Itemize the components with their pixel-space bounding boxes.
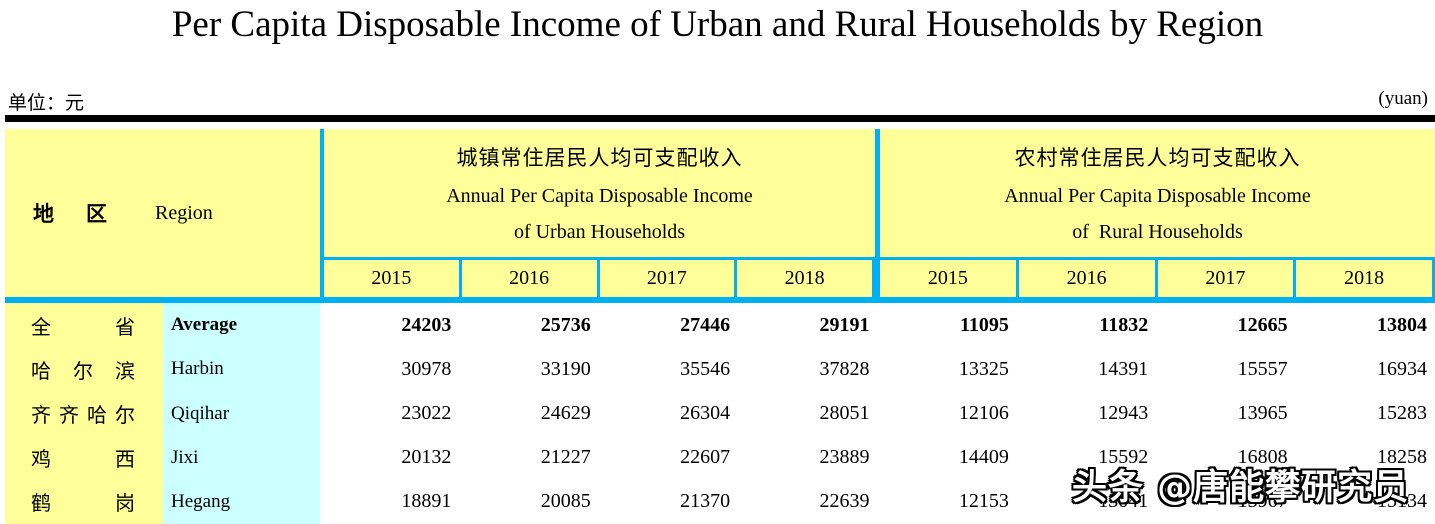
value-cell: 18258	[1377, 446, 1427, 469]
value-cell: 21227	[540, 446, 591, 469]
region-name-en: Harbin	[163, 347, 320, 392]
value-cell: 14391	[1098, 357, 1149, 380]
value-cell: 13804	[1377, 313, 1427, 336]
value-cell: 12106	[958, 402, 1009, 424]
year-cell-rural-2016: 2016	[1015, 260, 1155, 297]
year-cell-urban-2015: 2015	[371, 267, 412, 289]
region-name-en: Qiqihar	[163, 391, 320, 436]
value-cell: 11095	[959, 313, 1009, 336]
value-cell: 12665	[1237, 313, 1288, 336]
value-cell: 13041	[1098, 490, 1149, 513]
value-cell: 22639	[819, 490, 870, 513]
value-cell: 16934	[1377, 357, 1427, 380]
toutiao-watermark: 头条 @唐能攀研究员	[1072, 468, 1410, 508]
urban-section-titles: 城镇常住居民人均可支配收入 Annual Per Capita Disposab…	[324, 129, 875, 257]
region-header-en: Region	[155, 201, 213, 224]
value-cell: 11832	[1099, 313, 1149, 336]
region-header-cell: 地 区 Region	[5, 129, 320, 297]
value-cell: 28051	[819, 402, 870, 424]
region-name-en: Hegang	[163, 479, 320, 524]
value-cell: 30978	[401, 357, 452, 380]
income-table: 地 区 Region 城镇常住居民人均可支配收入 Annual Per Capi…	[5, 115, 1435, 524]
region-header-cn-1: 地	[33, 202, 54, 226]
region-name-en: Average	[163, 303, 320, 348]
region-name-cn: 齐齐哈尔	[5, 391, 163, 436]
rural-title-cn: 农村常住居民人均可支配收入	[1014, 145, 1301, 170]
value-cell: 14409	[958, 446, 1009, 469]
page-title: Per Capita Disposable Income of Urban an…	[171, 4, 1264, 45]
year-cell-rural-2015: 2015	[927, 267, 968, 289]
value-cell: 18891	[401, 490, 452, 513]
value-cell: 16808	[1237, 446, 1288, 469]
unit-label-en: (yuan)	[1378, 88, 1428, 109]
unit-label-cn: 单位：元	[8, 93, 85, 114]
region-name-cn: 鸡 西	[5, 435, 163, 480]
urban-year-row: 2015 2016 2017 2018	[324, 257, 875, 297]
year-cell-rural-2018: 2018	[1293, 260, 1435, 297]
value-cell: 37828	[819, 357, 870, 380]
urban-title-cn: 城镇常住居民人均可支配收入	[456, 145, 743, 170]
urban-section-header: 城镇常住居民人均可支配收入 Annual Per Capita Disposab…	[320, 129, 875, 297]
urban-title-en-2: of Urban Households	[513, 221, 686, 244]
region-name-en: Jixi	[163, 435, 320, 480]
region-name-cn: 鹤 岗	[5, 479, 163, 524]
year-cell-rural-2017: 2017	[1154, 260, 1294, 297]
rural-year-row: 2015 2016 2017 2018	[880, 257, 1435, 297]
year-cell-urban-2016: 2016	[458, 260, 597, 297]
value-cell: 13967	[1237, 490, 1288, 513]
value-cell: 13325	[958, 357, 1009, 380]
value-cell: 15592	[1098, 446, 1149, 469]
region-name-cn: 全 省	[5, 303, 163, 348]
rural-title-en-1: Annual Per Capita Disposable Income	[1004, 184, 1311, 207]
rural-title-en-2: of Rural Households	[1072, 221, 1243, 244]
header-body-separator	[5, 297, 1435, 303]
value-cell: 15283	[1377, 402, 1427, 424]
value-cell: 15557	[1237, 357, 1288, 380]
value-cell: 29191	[819, 313, 870, 336]
value-cell: 35546	[680, 357, 731, 380]
value-cell: 23022	[401, 402, 452, 424]
year-cell-urban-2018: 2018	[734, 260, 875, 297]
value-cell: 12943	[1098, 402, 1149, 424]
urban-title-en-1: Annual Per Capita Disposable Income	[446, 184, 753, 207]
value-cell: 27446	[680, 313, 731, 336]
value-cell: 20132	[401, 446, 452, 469]
table-row-harbin: 哈 尔 滨 Harbin 30978 33190 35546 37828 133…	[5, 347, 1435, 392]
table-row-qiqihar: 齐齐哈尔 Qiqihar 23022 24629 26304 28051 121…	[5, 391, 1435, 436]
rural-section-titles: 农村常住居民人均可支配收入 Annual Per Capita Disposab…	[880, 129, 1435, 257]
region-header-cn-2: 区	[86, 202, 107, 226]
value-cell: 21370	[680, 490, 731, 513]
value-cell: 15134	[1377, 490, 1427, 513]
year-cell-urban-2017: 2017	[596, 260, 735, 297]
value-cell: 13965	[1237, 402, 1288, 424]
value-cell: 24203	[401, 313, 452, 336]
value-cell: 20085	[540, 490, 591, 513]
table-row-average: 全 省 Average 24203 25736 27446 29191 1109…	[5, 303, 1435, 348]
value-cell: 23889	[819, 446, 870, 469]
table-row-jixi: 鸡 西 Jixi 20132 21227 22607 23889 14409 1…	[5, 435, 1435, 480]
rural-section-header: 农村常住居民人均可支配收入 Annual Per Capita Disposab…	[875, 129, 1435, 297]
value-cell: 22607	[680, 446, 731, 469]
value-cell: 25736	[540, 313, 591, 336]
table-header: 地 区 Region 城镇常住居民人均可支配收入 Annual Per Capi…	[5, 129, 1435, 297]
table-body: 全 省 Average 24203 25736 27446 29191 1109…	[5, 303, 1435, 524]
region-name-cn: 哈 尔 滨	[5, 347, 163, 392]
value-cell: 24629	[540, 402, 591, 424]
value-cell: 33190	[540, 357, 591, 380]
value-cell: 12153	[958, 490, 1009, 513]
value-cell: 26304	[680, 402, 731, 424]
